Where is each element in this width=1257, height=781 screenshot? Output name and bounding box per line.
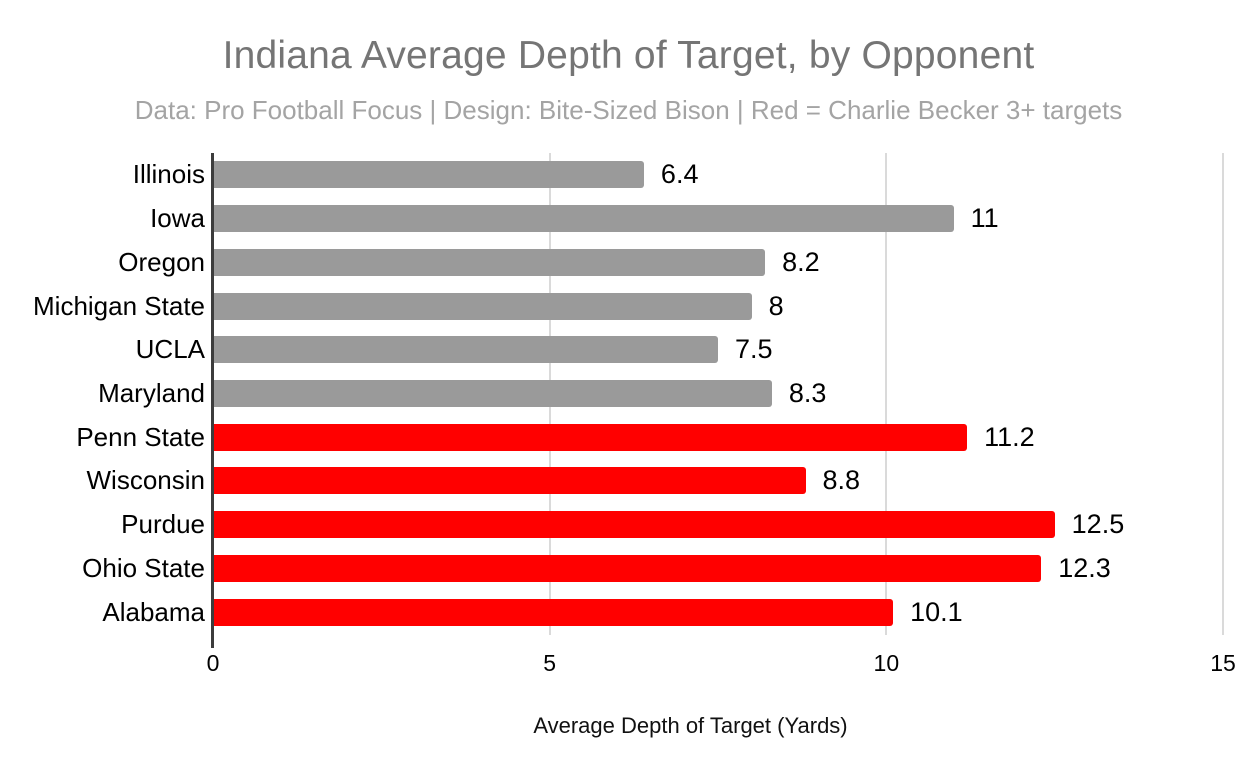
value-label-alabama: 10.1 bbox=[910, 596, 963, 627]
gridline-10 bbox=[885, 153, 888, 635]
category-label-oregon: Oregon bbox=[118, 246, 205, 277]
x-tick-label-0: 0 bbox=[206, 650, 220, 676]
plot-area: Illinois 6.4 Iowa 11 Oregon 8.2 Michigan State… bbox=[33, 153, 1224, 648]
category-label-penn-state: Penn State bbox=[76, 421, 205, 452]
category-label-iowa: Iowa bbox=[150, 203, 205, 234]
category-label-purdue: Purdue bbox=[121, 509, 205, 540]
bar-ucla bbox=[213, 336, 718, 364]
chart-title: Indiana Average Depth of Target, by Oppo… bbox=[222, 34, 1035, 77]
value-label-purdue: 12.5 bbox=[1071, 509, 1125, 540]
x-tick-label-10: 10 bbox=[873, 650, 900, 676]
value-label-iowa: 11 bbox=[970, 203, 999, 234]
value-label-penn-state: 11.2 bbox=[984, 421, 1035, 452]
bar-wisconsin bbox=[213, 467, 806, 495]
category-label-illinois: Illinois bbox=[132, 159, 205, 190]
x-axis-title: Average Depth of Target (Yards) bbox=[533, 713, 848, 738]
value-label-ohio-state: 12.3 bbox=[1058, 552, 1111, 583]
category-label-michigan-state: Michigan State bbox=[33, 290, 205, 321]
bar-michigan-state bbox=[213, 292, 752, 320]
bar-purdue bbox=[213, 511, 1055, 539]
bar-maryland bbox=[213, 380, 772, 407]
y-axis-line bbox=[211, 153, 214, 648]
value-label-oregon: 8.2 bbox=[782, 246, 820, 277]
value-label-wisconsin: 8.8 bbox=[822, 465, 861, 496]
category-label-alabama: Alabama bbox=[102, 596, 205, 627]
gridline-15 bbox=[1222, 153, 1224, 635]
value-label-ucla: 7.5 bbox=[735, 334, 773, 365]
value-label-maryland: 8.3 bbox=[788, 378, 827, 408]
bar-alabama bbox=[213, 598, 894, 626]
x-tick-label-5: 5 bbox=[543, 650, 557, 676]
bar-iowa bbox=[213, 205, 954, 233]
bar-penn-state bbox=[213, 423, 968, 451]
category-label-ohio-state: Ohio State bbox=[82, 552, 205, 583]
value-label-illinois: 6.4 bbox=[660, 159, 699, 190]
category-label-maryland: Maryland bbox=[98, 378, 205, 408]
category-label-wisconsin: Wisconsin bbox=[86, 465, 205, 496]
bar-illinois bbox=[213, 161, 644, 189]
chart-subtitle: Data: Pro Football Focus | Design: Bite-… bbox=[134, 95, 1123, 125]
category-label-ucla: UCLA bbox=[135, 334, 205, 365]
value-label-michigan-state: 8 bbox=[768, 290, 784, 321]
x-tick-label-15: 15 bbox=[1210, 650, 1236, 676]
bar-oregon bbox=[213, 248, 766, 276]
bar-ohio-state bbox=[213, 554, 1042, 582]
